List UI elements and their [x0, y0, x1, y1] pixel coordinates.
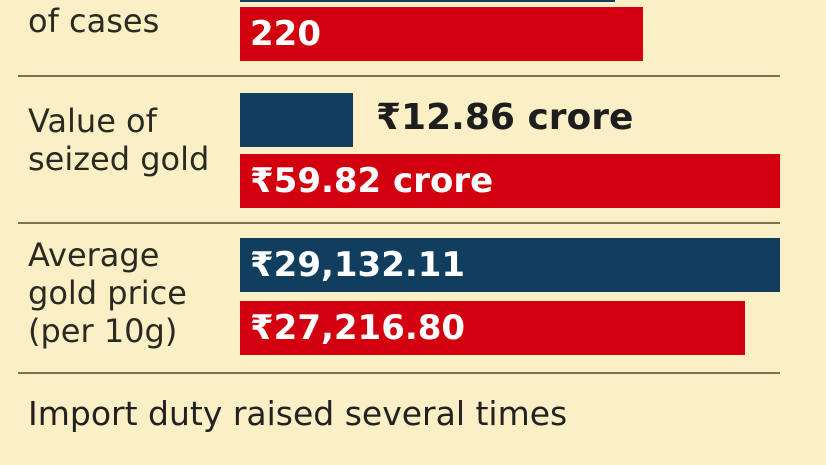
seized-blue-value: ₹12.86 crore [376, 97, 634, 138]
divider [18, 222, 780, 224]
divider [18, 75, 780, 77]
seized-value-label: Value of seized gold [28, 102, 210, 178]
cases-red-bar: 220 [240, 7, 643, 61]
cases-red-value: 220 [250, 14, 321, 54]
price-red-value: ₹27,216.80 [250, 308, 466, 348]
footnote: Import duty raised several times [28, 394, 568, 433]
cases-label: of cases [28, 2, 160, 40]
seized-blue-bar [240, 93, 353, 147]
divider [18, 372, 780, 374]
seized-red-bar: ₹59.82 crore [240, 154, 780, 208]
gold-price-label: Average gold price (per 10g) [28, 236, 187, 350]
seized-red-value: ₹59.82 crore [250, 161, 494, 201]
price-blue-bar: ₹29,132.11 [240, 238, 780, 292]
price-red-bar: ₹27,216.80 [240, 301, 745, 355]
price-blue-value: ₹29,132.11 [250, 245, 466, 285]
cases-blue-bar [240, 0, 615, 2]
